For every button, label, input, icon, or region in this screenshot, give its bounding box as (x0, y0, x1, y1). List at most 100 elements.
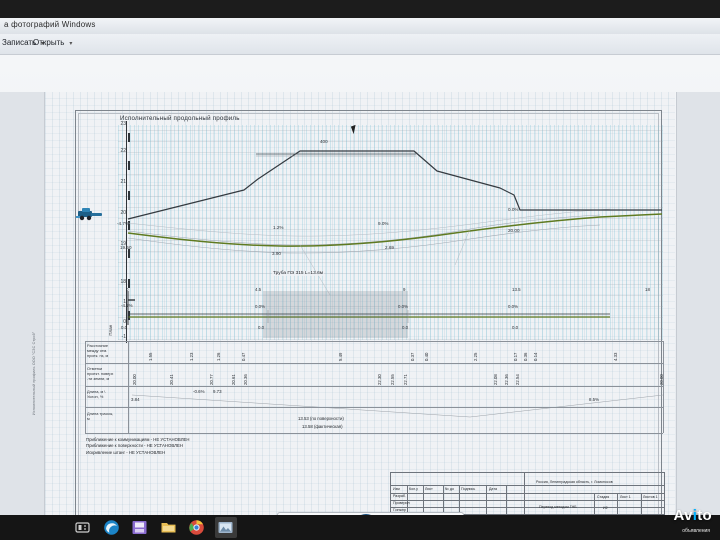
elevation-4: 20.36 (243, 374, 248, 385)
station-4-5: 4.5 (255, 287, 262, 292)
annotation-elev-start: 19.50 (120, 245, 132, 250)
plan-depth-1: 0.0 (258, 325, 265, 330)
slope-value: -0.6% (193, 389, 205, 394)
chart-title: Исполнительный продольный профиль (120, 115, 240, 122)
plan-slope-1: 0.0% (255, 304, 266, 309)
plan-depth-3: 0.0 (512, 325, 519, 330)
window-titlebar: а фотографий Windows (0, 18, 720, 35)
plan-slope-0: -4.7% (121, 303, 133, 308)
chrome-icon[interactable] (188, 519, 205, 536)
annotation-top-pipe: 400 (320, 139, 328, 144)
distance-10: 0.14 (533, 352, 538, 361)
annotation-slope-mid: 1.2% (273, 225, 284, 230)
distance-8: 0.17 (513, 352, 518, 361)
elevation-7: 22.71 (403, 374, 408, 385)
sheet-spine-text: Исполнительный профиль ООО "СЗС Строй" (32, 331, 36, 415)
elevation-8: 22.08 (493, 374, 498, 385)
menu-burn[interactable]: Записать ▾ (2, 38, 45, 47)
viewer-image-area[interactable]: Исполнительный профиль ООО "СЗС Строй" И… (0, 55, 720, 540)
window-title: а фотографий Windows (4, 20, 96, 29)
distance-1: 1.23 (189, 352, 194, 361)
plan-depth-2: 0.0 (402, 325, 409, 330)
distance-9: 0.36 (523, 352, 528, 361)
annotation-slope-end: 0.0% (508, 207, 519, 212)
file-manager-icon[interactable] (131, 519, 148, 536)
notes-block: Приближение к коммуникациям - НЕ УСТАНОВ… (86, 437, 190, 456)
distance-3: 0.47 (241, 352, 246, 361)
plan-slope-3: 0.0% (508, 304, 519, 309)
table-rowlabel-length-slope: Длина, м \ Уклон, % (87, 389, 106, 399)
drilling-rig-icon (76, 207, 106, 221)
note-rod-bend: Искривление штанг - НЕ УСТАНОВЛЕН (86, 449, 166, 455)
folder-icon[interactable] (160, 519, 177, 536)
annotation-slope-start: -4.7% (117, 221, 130, 226)
table-rowlabel-trace-length: Длина трассы, м (87, 411, 114, 421)
stamp-col-list: Лист (425, 487, 433, 491)
profile-data-table: Расстояние между отм. проек. пз, м Отмет… (85, 341, 664, 434)
y-tick-label-18: 18 (120, 279, 126, 285)
distance-4: 5.49 (338, 352, 343, 361)
stamp-role-razrab: Разраб. (393, 494, 406, 498)
left-gutter (0, 92, 44, 540)
elevation-11: 20.00 (659, 374, 664, 385)
y-tick-label-m1: -1 (121, 334, 126, 340)
y-tick-label-1: 1 (123, 299, 126, 305)
station-0: 0 (126, 287, 129, 292)
note-surface: Приближение к поверхности - НЕ УСТАНОВЛЕ… (86, 443, 183, 449)
elevation-0: 20.00 (132, 374, 137, 385)
annotation-slope-right: 9.0% (378, 221, 389, 226)
elevation-2: 20.77 (209, 374, 214, 385)
stamp-role-ginzh: Г.инжнр (393, 508, 406, 512)
elevation-3: 20.61 (231, 374, 236, 385)
slope-right: 8.5% (589, 397, 600, 402)
slope-value-2: 9.73 (213, 389, 222, 394)
stamp-subject: Переход методом ГНБ (539, 505, 577, 509)
annotation-depth-mid: 3.90 (272, 251, 281, 256)
right-gutter (676, 92, 720, 540)
viewer-menubar: Записать ▾ Открыть ▾ (0, 34, 720, 55)
edge-icon[interactable] (103, 519, 120, 536)
plan-slope-2: 0.0% (398, 304, 409, 309)
stamp-sheet-head: Лист 1 (620, 495, 631, 499)
elevation-5: 22.30 (377, 374, 382, 385)
stamp-col-podpis: Подпись (461, 487, 476, 491)
menu-open[interactable]: Открыть ▾ (33, 38, 73, 47)
drawing-sheet (45, 92, 675, 540)
stamp-role-proveril: Проверил (393, 501, 410, 505)
pipe-label: Труба ПЭ 315 L=13.6м (272, 271, 325, 276)
y-tick-label-0: 0 (123, 319, 126, 325)
stamp-col-data: Дата (489, 487, 497, 491)
watermark-sub: объявления (682, 528, 710, 534)
elevation-1: 20.41 (169, 374, 174, 385)
table-rowlabel-distance: Расстояние между отм. проек. пз, м (87, 343, 109, 358)
distance-2: 1.26 (216, 352, 221, 361)
plan-depth-0: 0.0 (121, 325, 128, 330)
distance-0: 1.55 (148, 352, 153, 361)
chevron-down-icon-2: ▾ (69, 41, 73, 47)
distance-6: 0.40 (424, 352, 429, 361)
station-18: 18 (645, 287, 650, 292)
annotation-elev-end: 20.00 (508, 228, 520, 233)
stamp-col-kol: Кол.у (409, 487, 418, 491)
y-axis: 23 22 21 20 19 18 1 0 -1 (104, 121, 130, 341)
y-tick-label-21: 21 (120, 179, 126, 185)
plan-label: План (108, 325, 113, 336)
station-9: 9 (403, 287, 406, 292)
watermark: Avito (673, 507, 712, 524)
trace-length-surface: 13.53 (по поверхности) (298, 416, 344, 421)
stamp-sheets-head: Листов 1 (643, 495, 658, 499)
y-tick-label-20: 20 (120, 210, 126, 216)
station-13-5: 13.5 (512, 287, 521, 292)
start-button[interactable] (74, 519, 91, 536)
y-axis-line (126, 121, 128, 343)
taskbar (0, 515, 720, 540)
note-utilities: Приближение к коммуникациям - НЕ УСТАНОВ… (86, 437, 190, 442)
stamp-col-izm: Изм (393, 487, 400, 491)
y-tick-label-19: 19 (120, 241, 126, 247)
elevation-6: 22.55 (390, 374, 395, 385)
photo-viewer-taskbar-icon[interactable] (215, 517, 237, 538)
chevron-down-icon: ▾ (41, 41, 45, 47)
stamp-object: Россия, Ленинградская область, г. Ломоно… (536, 480, 613, 484)
table-rowlabel-elevation: Отметки проект. поверх -ти земли, м (87, 366, 114, 381)
